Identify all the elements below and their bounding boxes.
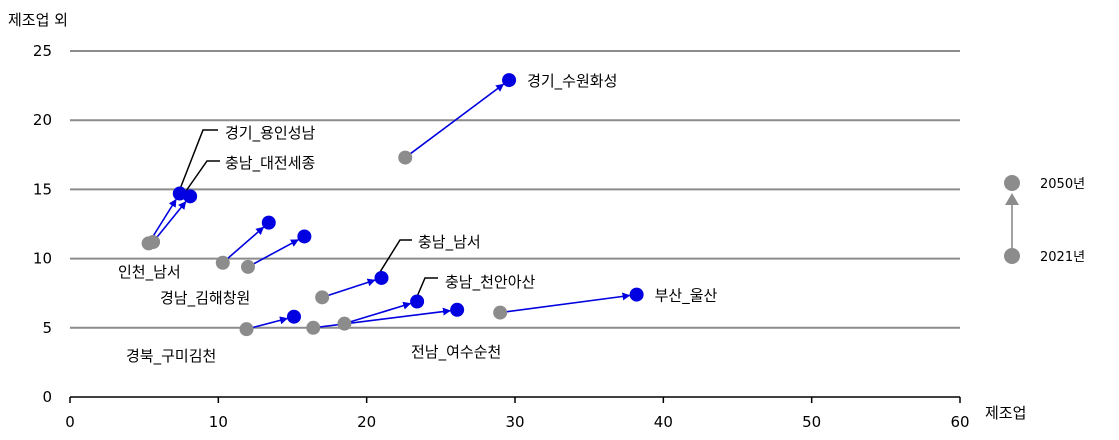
point-2021-4 <box>241 259 255 274</box>
leader-line-5 <box>379 239 412 273</box>
point-label-0: 경기_수원화성 <box>527 72 617 91</box>
points <box>141 73 644 337</box>
point-2050-5 <box>374 270 389 285</box>
x-tick-label: 10 <box>209 413 228 431</box>
arrow-8 <box>313 307 451 329</box>
legend-label-2021: 2021년 <box>1040 250 1085 265</box>
legend-marker-2050 <box>1004 175 1020 191</box>
point-label-8: 전남_여수순천 <box>411 343 501 362</box>
arrow-4 <box>247 239 299 268</box>
point-label-6: 충남_천안아산 <box>445 273 536 292</box>
point-2021-3 <box>215 255 230 270</box>
legend: 2050년 2021년 <box>1004 175 1085 265</box>
point-2050-3 <box>261 215 276 230</box>
leader-line-6 <box>415 277 438 300</box>
point-2050-2 <box>183 189 198 204</box>
y-axis-title: 제조업 외 <box>8 11 68 29</box>
y-tick-label: 10 <box>33 250 52 268</box>
x-tick-label: 30 <box>505 413 524 431</box>
y-tick-label: 5 <box>42 319 52 337</box>
point-label-9: 부산_울산 <box>655 287 718 306</box>
arrow-6 <box>344 301 412 325</box>
legend-arrow-head <box>1005 193 1019 205</box>
arrow-2 <box>152 201 187 243</box>
arrow-5 <box>321 278 376 299</box>
point-2021-6 <box>337 316 352 331</box>
point-2021-5 <box>315 290 330 305</box>
point-2050-4 <box>297 229 312 244</box>
point-2050-9 <box>629 287 644 302</box>
point-2021-7 <box>239 322 254 337</box>
x-tick-label: 50 <box>802 413 821 431</box>
arrow-0 <box>404 83 505 159</box>
point-label-7: 경북_구미김천 <box>126 347 216 366</box>
arrow-3 <box>222 226 265 264</box>
y-tick-label: 0 <box>42 388 52 406</box>
point-label-1: 경기_용인성남 <box>225 124 316 143</box>
point-label-2: 충남_대전세종 <box>225 154 315 173</box>
point-2050-7 <box>286 309 301 324</box>
arrow-9 <box>500 292 631 314</box>
x-tick-label: 0 <box>65 413 75 431</box>
point-label-4: 경남_김해창원 <box>160 289 250 308</box>
point-label-3: 인천_남서 <box>118 263 181 282</box>
legend-marker-2021 <box>1004 248 1020 264</box>
leader-line-2 <box>185 160 220 192</box>
x-tick-label: 60 <box>950 413 969 431</box>
point-2050-0 <box>502 73 517 88</box>
y-tick-label: 15 <box>33 180 52 198</box>
point-2050-8 <box>450 302 465 317</box>
point-2021-2 <box>146 234 161 249</box>
point-2021-8 <box>306 320 321 335</box>
label-leader-lines <box>179 129 438 300</box>
point-2021-9 <box>493 305 508 320</box>
x-tick-label: 40 <box>654 413 673 431</box>
leader-line-1 <box>179 129 218 190</box>
arrow-7 <box>246 316 288 330</box>
legend-label-2050: 2050년 <box>1040 177 1085 192</box>
point-label-5: 충남_남서 <box>418 233 481 252</box>
point-2050-6 <box>410 294 425 309</box>
y-tick-label: 25 <box>33 42 52 60</box>
x-tick-label: 20 <box>357 413 376 431</box>
y-tick-label: 20 <box>33 111 52 129</box>
x-axis-title: 제조업 <box>985 404 1026 422</box>
point-2021-0 <box>398 150 413 165</box>
